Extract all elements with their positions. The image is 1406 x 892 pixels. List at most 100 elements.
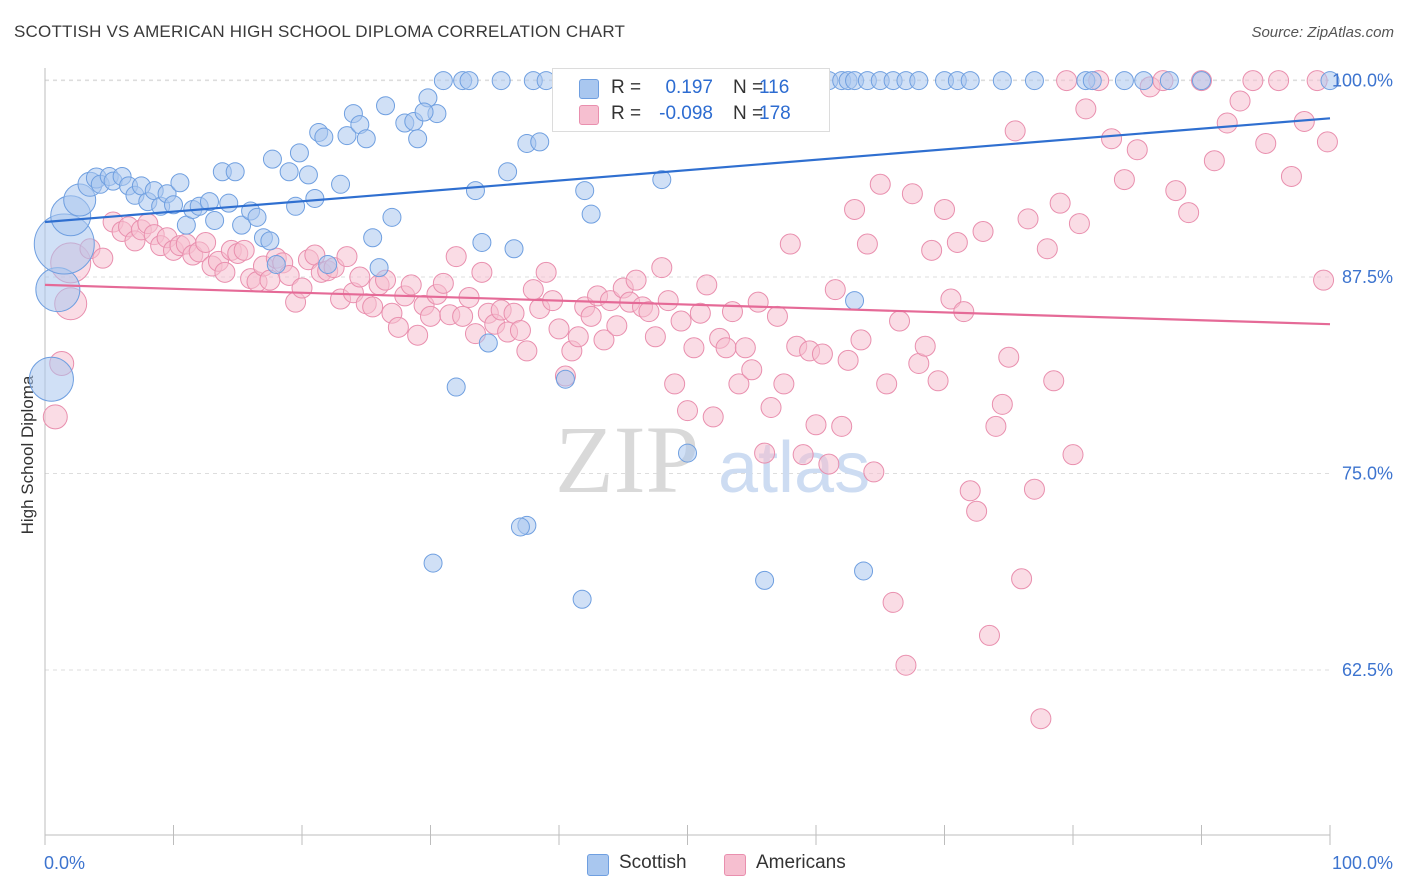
scottish-point	[305, 188, 325, 208]
americans-point	[863, 461, 885, 483]
source-credit: Source: ZipAtlas.com	[1251, 24, 1394, 41]
scottish-point	[491, 71, 511, 91]
americans-point	[985, 415, 1007, 437]
americans-point	[1049, 192, 1071, 214]
americans-point	[535, 261, 557, 283]
americans-point	[747, 291, 769, 313]
legend-n-label: N =	[733, 77, 764, 98]
americans-point	[664, 373, 686, 395]
americans-point	[407, 324, 429, 346]
americans-point	[1280, 165, 1302, 187]
americans-point	[1165, 180, 1187, 202]
americans-point	[432, 272, 454, 294]
americans-point	[811, 343, 833, 365]
americans-point	[1017, 208, 1039, 230]
legend-r-label: R =	[611, 103, 642, 124]
americans-point	[278, 264, 300, 286]
scottish-point	[909, 71, 929, 91]
legend-row-scottish: R = 0.197 N = 116	[553, 75, 829, 103]
y-tick-label: 75.0%	[1342, 464, 1393, 484]
scottish-point	[164, 195, 183, 215]
legend-n-value: 178	[759, 103, 791, 124]
axes	[44, 68, 1331, 845]
scottish-point	[575, 181, 595, 201]
americans-point	[715, 337, 737, 359]
americans-point	[940, 288, 962, 310]
scottish-point	[498, 162, 518, 182]
americans-point	[580, 305, 602, 327]
americans-point	[420, 305, 441, 327]
legend-n-label: N =	[733, 103, 764, 124]
americans-point	[966, 500, 988, 522]
americans-point	[92, 247, 114, 269]
americans-point	[625, 269, 647, 291]
scottish-point	[504, 239, 524, 259]
americans-point	[1126, 139, 1148, 161]
americans-point	[509, 319, 531, 341]
americans-point	[734, 337, 756, 359]
americans-point	[1255, 132, 1277, 154]
americans-point	[728, 373, 750, 395]
scottish-point	[298, 165, 318, 185]
americans-point	[959, 480, 981, 502]
americans-point	[1316, 131, 1338, 153]
scottish-point	[414, 102, 434, 122]
scottish-point	[555, 369, 575, 389]
scottish-point	[581, 204, 601, 224]
americans-point	[760, 396, 782, 418]
americans-point	[1229, 90, 1251, 112]
americans-point	[593, 329, 615, 351]
scottish-point	[337, 126, 357, 146]
americans-point	[889, 310, 911, 332]
americans-point	[195, 231, 217, 253]
americans-point	[766, 305, 788, 327]
americans-point	[683, 337, 705, 359]
americans-point	[522, 279, 544, 301]
americans-point	[850, 329, 872, 351]
americans-point	[831, 415, 853, 437]
scottish-point	[530, 132, 550, 152]
scottish-point	[382, 207, 402, 227]
legend-swatch-americans	[579, 105, 599, 125]
scottish-point	[205, 210, 225, 230]
americans-point	[856, 233, 878, 255]
americans-point	[1313, 269, 1335, 291]
y-tick-label: 100.0%	[1332, 71, 1393, 91]
americans-point	[1011, 568, 1033, 590]
scottish-point	[232, 215, 252, 235]
americans-point	[998, 346, 1020, 368]
watermark: ZIP atlas	[555, 406, 870, 513]
americans-point	[914, 335, 936, 357]
tick-labels: 62.5% 75.0% 87.5% 100.0% 0.0% 100.0%	[44, 71, 1393, 873]
legend-n-value: 116	[759, 77, 790, 98]
americans-point	[805, 414, 827, 436]
americans-point	[1075, 98, 1097, 120]
americans-point	[1030, 708, 1052, 730]
scottish-point	[318, 254, 338, 274]
legend-label-scottish: Scottish	[619, 852, 687, 873]
scottish-point	[225, 162, 245, 182]
scottish-point	[408, 129, 428, 149]
americans-point	[1268, 70, 1290, 92]
americans-point	[953, 301, 975, 323]
scottish-point	[1192, 71, 1211, 91]
y-tick-label: 62.5%	[1342, 660, 1393, 680]
scottish-point	[755, 570, 775, 590]
scottish-point	[854, 561, 874, 581]
scottish-point	[465, 181, 485, 201]
scottish-point	[219, 193, 239, 213]
scottish-point	[845, 291, 865, 311]
americans-point	[773, 373, 795, 395]
americans-point	[445, 246, 467, 268]
legend-r-value: 0.197	[665, 77, 713, 98]
y-tick-label: 87.5%	[1342, 267, 1393, 287]
scottish-point	[369, 258, 389, 278]
americans-point	[1068, 213, 1090, 235]
americans-point	[1216, 112, 1238, 134]
americans-trend-line	[44, 283, 1331, 326]
series-legend: Scottish Americans	[0, 852, 1406, 878]
legend-r-value: -0.098	[659, 103, 713, 124]
chart-title: SCOTTISH VS AMERICAN HIGH SCHOOL DIPLOMA…	[14, 22, 626, 41]
americans-point	[689, 302, 711, 324]
